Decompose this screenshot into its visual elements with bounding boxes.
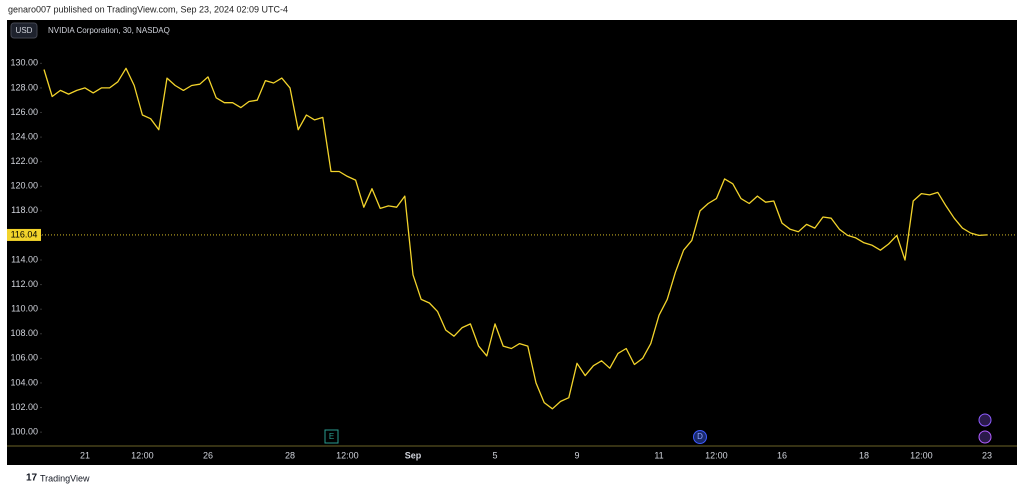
last-price-label: 116.04: [11, 229, 38, 239]
currency-box: [10, 22, 38, 39]
y-tick-label: 114.00: [11, 254, 38, 264]
y-tick-label: 110.00: [11, 304, 38, 314]
earnings-marker: [324, 429, 339, 444]
x-tick-label: 12:00: [910, 450, 933, 460]
logo-mark: 17: [26, 473, 38, 484]
x-tick-label: 11: [654, 450, 663, 460]
x-tick-label: 12:00: [336, 450, 359, 460]
chart-area: [7, 20, 1017, 465]
y-tick-label: 106.00: [10, 353, 38, 363]
x-tick-label: Sep: [405, 450, 422, 460]
y-tick-label: 118.00: [11, 205, 38, 215]
y-tick-label: 108.00: [10, 328, 38, 338]
y-tick-label: 102.00: [10, 402, 38, 412]
footer-brand: TradingView: [40, 473, 90, 483]
x-tick-label: 28: [285, 450, 295, 460]
publish-info: genaro007 published on TradingView.com, …: [8, 4, 288, 14]
x-tick-label: 12:00: [705, 450, 728, 460]
currency: USD: [16, 26, 33, 35]
x-tick-label: 26: [203, 450, 213, 460]
x-tick-label: 16: [777, 450, 787, 460]
event-icon: [978, 430, 992, 444]
event-icon: [978, 413, 992, 427]
y-tick-label: 122.00: [10, 156, 38, 166]
x-tick-label: 5: [492, 450, 497, 460]
y-tick-label: 112.00: [11, 279, 38, 289]
earnings-label: E: [329, 432, 334, 441]
y-tick-label: 100.00: [10, 426, 38, 436]
y-tick-label: 126.00: [10, 107, 38, 117]
x-tick-label: 21: [80, 450, 90, 460]
dividend-marker: [693, 430, 707, 444]
x-tick-label: 12:00: [131, 450, 154, 460]
chart-title: NVIDIA Corporation, 30, NASDAQ: [48, 26, 170, 35]
y-tick-label: 104.00: [10, 377, 38, 387]
y-tick-label: 128.00: [10, 82, 38, 92]
last-price-box: [7, 228, 41, 241]
x-tick-label: 9: [574, 450, 579, 460]
x-tick-label: 18: [859, 450, 869, 460]
y-tick-label: 120.00: [10, 181, 38, 191]
x-tick-label: 23: [982, 450, 992, 460]
y-tick-label: 124.00: [10, 131, 38, 141]
dividend-label: D: [697, 432, 703, 441]
price-line: [43, 67, 988, 410]
y-tick-label: 130.00: [10, 58, 38, 68]
